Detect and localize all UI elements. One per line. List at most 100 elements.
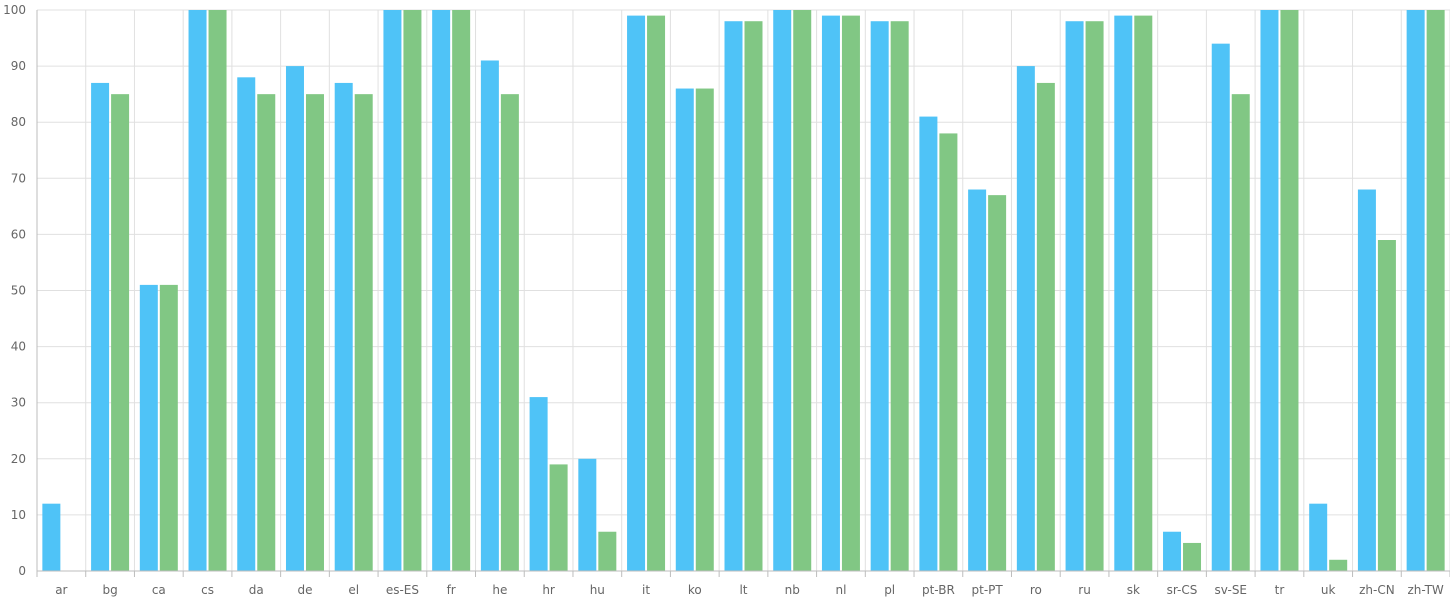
y-tick-label: 50 — [11, 284, 26, 298]
x-tick-label: sk — [1127, 583, 1140, 597]
y-tick-label: 20 — [11, 452, 26, 466]
bar-es-ES-series-2 — [403, 10, 422, 571]
bar-ko-series-1 — [675, 88, 694, 571]
x-tick-label: es-ES — [386, 583, 419, 597]
axes — [36, 10, 1450, 577]
bar-uk-series-2 — [1329, 559, 1348, 571]
bar-pt-PT-series-1 — [968, 189, 987, 571]
x-tick-label: tr — [1275, 583, 1285, 597]
bar-he-series-1 — [480, 60, 499, 572]
x-tick-label: ca — [152, 583, 166, 597]
bar-lt-series-1 — [724, 21, 743, 572]
y-tick-label: 0 — [18, 564, 26, 578]
bar-hr-series-2 — [549, 464, 568, 571]
x-tick-label: pt-BR — [922, 583, 955, 597]
x-tick-label: hr — [542, 583, 555, 597]
bar-tr-series-2 — [1280, 10, 1299, 571]
bar-uk-series-1 — [1309, 503, 1328, 571]
bar-ro-series-2 — [1036, 82, 1055, 572]
x-tick-label: pt-PT — [972, 583, 1004, 597]
x-tick-label: da — [249, 583, 264, 597]
bar-pt-PT-series-2 — [988, 195, 1007, 571]
bar-it-series-2 — [647, 15, 666, 572]
bar-de-series-2 — [305, 94, 324, 572]
x-tick-label: zh-CN — [1359, 583, 1395, 597]
bar-hr-series-1 — [529, 397, 548, 571]
x-tick-labels: ar bg ca cs da de el es-ES fr he hr hu it ko lt nb nl pl p… — [55, 583, 1444, 597]
x-tick-label: de — [297, 583, 312, 597]
bar-zh-TW-series-1 — [1406, 10, 1425, 571]
x-tick-label: zh-TW — [1407, 583, 1443, 597]
bar-lt-series-2 — [744, 21, 763, 572]
bar-bg-series-2 — [111, 94, 130, 572]
bar-ar-series-1 — [42, 503, 61, 571]
bar-sv-SE-series-1 — [1211, 43, 1230, 572]
bar-da-series-2 — [257, 94, 276, 572]
bar-zh-CN-series-2 — [1377, 240, 1396, 571]
bar-pl-series-2 — [890, 21, 909, 572]
x-tick-label: ro — [1030, 583, 1042, 597]
x-tick-label: bg — [102, 583, 117, 597]
bar-he-series-2 — [500, 94, 519, 572]
x-tick-label: uk — [1321, 583, 1336, 597]
bar-zh-CN-series-1 — [1357, 189, 1376, 571]
y-tick-label: 30 — [11, 396, 26, 410]
bar-pl-series-1 — [870, 21, 889, 572]
x-tick-label: ko — [688, 583, 702, 597]
y-tick-label: 60 — [11, 227, 26, 241]
x-tick-label: nl — [835, 583, 846, 597]
y-tick-label: 10 — [11, 508, 26, 522]
x-tick-label: fr — [447, 583, 456, 597]
bar-hu-series-1 — [578, 458, 597, 571]
x-tick-label: lt — [739, 583, 747, 597]
bar-ro-series-1 — [1016, 66, 1035, 571]
bar-hu-series-2 — [598, 531, 617, 571]
y-tick-label: 90 — [11, 59, 26, 73]
x-tick-label: he — [492, 583, 507, 597]
bar-nb-series-2 — [793, 10, 812, 571]
x-tick-label: pl — [884, 583, 895, 597]
bar-es-ES-series-1 — [383, 10, 402, 571]
x-tick-label: ar — [55, 583, 67, 597]
y-tick-label: 70 — [11, 171, 26, 185]
bar-ca-series-1 — [139, 284, 158, 571]
x-tick-label: it — [642, 583, 650, 597]
bar-sk-series-1 — [1114, 15, 1133, 572]
y-tick-label: 80 — [11, 115, 26, 129]
bar-ca-series-2 — [159, 284, 178, 571]
bar-el-series-1 — [334, 82, 353, 572]
bar-tr-series-1 — [1260, 10, 1279, 571]
bar-ru-series-2 — [1085, 21, 1104, 572]
bar-nl-series-2 — [841, 15, 860, 572]
x-tick-label: hu — [590, 583, 605, 597]
bar-zh-TW-series-2 — [1426, 10, 1445, 571]
y-tick-label: 40 — [11, 340, 26, 354]
x-tick-label: nb — [785, 583, 800, 597]
bar-ko-series-2 — [695, 88, 714, 571]
bar-sr-CS-series-1 — [1163, 531, 1182, 571]
y-tick-label: 100 — [3, 3, 26, 17]
x-tick-label: sv-SE — [1214, 583, 1247, 597]
bar-bg-series-1 — [91, 82, 110, 572]
bar-da-series-1 — [237, 77, 256, 571]
bar-cs-series-1 — [188, 10, 207, 571]
bar-ru-series-1 — [1065, 21, 1084, 572]
bar-nl-series-1 — [821, 15, 840, 572]
y-tick-labels: 0 10 20 30 40 50 60 70 80 90 100 — [3, 3, 26, 578]
bar-cs-series-2 — [208, 10, 227, 571]
bar-sk-series-2 — [1134, 15, 1153, 572]
bar-fr-series-2 — [452, 10, 471, 571]
bar-de-series-1 — [285, 66, 304, 571]
x-tick-label: sr-CS — [1167, 583, 1198, 597]
bar-sv-SE-series-2 — [1231, 94, 1250, 572]
bar-fr-series-1 — [432, 10, 451, 571]
bars — [42, 10, 1445, 572]
x-tick-label: ru — [1078, 583, 1091, 597]
bar-nb-series-1 — [773, 10, 792, 571]
bar-pt-BR-series-1 — [919, 116, 938, 571]
bar-pt-BR-series-2 — [939, 133, 958, 572]
x-tick-label: el — [348, 583, 359, 597]
bar-it-series-1 — [627, 15, 646, 572]
bar-sr-CS-series-2 — [1183, 542, 1202, 571]
